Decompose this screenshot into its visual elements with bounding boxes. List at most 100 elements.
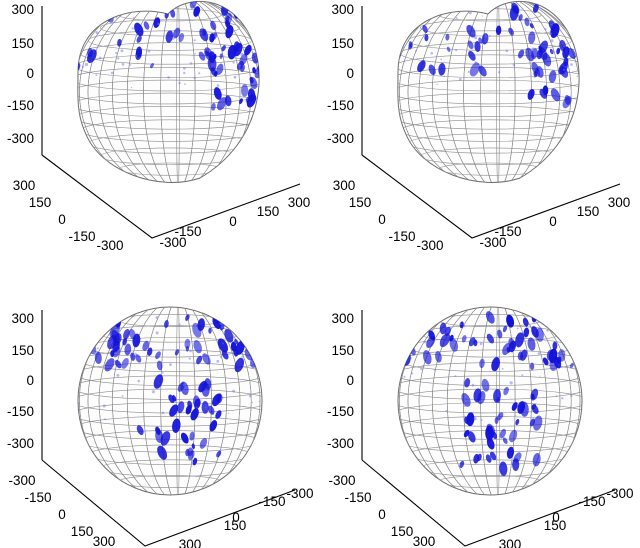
density-blob bbox=[257, 3, 260, 12]
density-blob bbox=[211, 102, 216, 111]
density-haze bbox=[501, 367, 504, 370]
base-axes bbox=[41, 459, 296, 547]
density-blob bbox=[435, 351, 442, 363]
density-blob bbox=[561, 322, 570, 337]
density-haze bbox=[157, 22, 160, 26]
density-blob bbox=[511, 402, 518, 411]
density-blob bbox=[511, 2, 520, 15]
density-haze bbox=[162, 372, 164, 374]
density-blob bbox=[493, 389, 501, 403]
density-haze bbox=[155, 331, 159, 335]
x-tick-label: 0 bbox=[378, 212, 386, 227]
density-blob bbox=[230, 341, 237, 352]
density-blob bbox=[121, 358, 129, 369]
density-haze bbox=[471, 383, 475, 387]
density-blob bbox=[481, 378, 490, 392]
density-blob bbox=[552, 341, 558, 351]
density-blob bbox=[248, 25, 254, 34]
density-haze bbox=[454, 375, 457, 378]
density-blob bbox=[466, 24, 476, 38]
density-haze bbox=[78, 330, 80, 333]
density-haze bbox=[474, 36, 478, 40]
density-blob bbox=[225, 25, 234, 39]
density-blob bbox=[422, 312, 430, 324]
density-blob bbox=[474, 1, 483, 10]
density-haze bbox=[227, 412, 230, 414]
density-blob bbox=[503, 386, 509, 396]
density-blob bbox=[202, 28, 207, 37]
density-haze bbox=[235, 19, 239, 23]
density-haze bbox=[537, 352, 541, 355]
density-blob bbox=[517, 49, 525, 59]
density-blob bbox=[147, 347, 153, 356]
density-blob bbox=[204, 378, 212, 390]
x-tick-label: -150 bbox=[68, 229, 95, 244]
density-blob bbox=[143, 21, 150, 30]
density-blob bbox=[566, 1, 571, 8]
density-blob bbox=[491, 357, 500, 372]
density-haze bbox=[169, 363, 172, 366]
x-tick-label: -300 bbox=[416, 238, 443, 253]
density-blob bbox=[155, 351, 161, 360]
density-blob bbox=[225, 20, 231, 29]
density-blob bbox=[397, 20, 403, 32]
density-blob bbox=[178, 33, 185, 42]
density-blob bbox=[189, 431, 195, 441]
density-blob bbox=[524, 17, 530, 27]
z-tick-label: 150 bbox=[11, 343, 34, 358]
density-blob bbox=[533, 415, 543, 431]
density-blob bbox=[531, 48, 538, 60]
density-haze bbox=[102, 404, 106, 408]
y-tick-label: 300 bbox=[608, 195, 631, 210]
density-blob bbox=[78, 331, 82, 342]
density-haze bbox=[452, 349, 456, 353]
density-blob bbox=[449, 334, 454, 342]
density-haze bbox=[455, 17, 458, 19]
x-tick-label: 150 bbox=[391, 524, 414, 539]
density-haze bbox=[403, 60, 405, 62]
density-haze bbox=[116, 373, 120, 377]
density-blob bbox=[217, 338, 229, 353]
density-haze bbox=[540, 336, 543, 340]
density-haze bbox=[411, 372, 414, 375]
density-haze bbox=[550, 23, 552, 26]
density-haze bbox=[551, 50, 555, 53]
density-blob bbox=[202, 353, 211, 365]
density-blob bbox=[439, 333, 451, 348]
density-haze bbox=[512, 63, 516, 67]
density-blob bbox=[216, 97, 227, 111]
density-haze bbox=[436, 83, 438, 86]
density-blob bbox=[239, 53, 248, 66]
density-blob bbox=[485, 311, 495, 324]
density-blob bbox=[410, 3, 418, 16]
density-blob bbox=[477, 391, 486, 405]
density-blob bbox=[185, 345, 190, 352]
density-haze bbox=[430, 52, 434, 55]
x-tick-label: -300 bbox=[8, 473, 35, 488]
density-haze bbox=[570, 394, 573, 397]
density-blob bbox=[184, 338, 191, 349]
density-blob bbox=[192, 457, 198, 466]
density-haze bbox=[120, 49, 124, 53]
density-blob bbox=[170, 9, 176, 18]
density-haze bbox=[219, 356, 222, 358]
density-blob bbox=[105, 1, 113, 14]
density-blob bbox=[172, 418, 181, 433]
density-haze bbox=[148, 34, 151, 37]
density-blob bbox=[527, 337, 536, 351]
density-blob bbox=[559, 39, 566, 52]
density-haze bbox=[563, 68, 566, 71]
density-blob bbox=[87, 48, 93, 58]
density-blob bbox=[216, 63, 224, 75]
density-blob bbox=[577, 346, 582, 357]
density-haze bbox=[167, 76, 170, 79]
density-haze bbox=[509, 381, 513, 385]
density-haze bbox=[233, 75, 237, 79]
density-haze bbox=[489, 35, 491, 37]
density-blob bbox=[439, 322, 447, 335]
density-haze bbox=[403, 25, 406, 28]
density-haze bbox=[79, 409, 81, 412]
density-haze bbox=[398, 318, 401, 321]
